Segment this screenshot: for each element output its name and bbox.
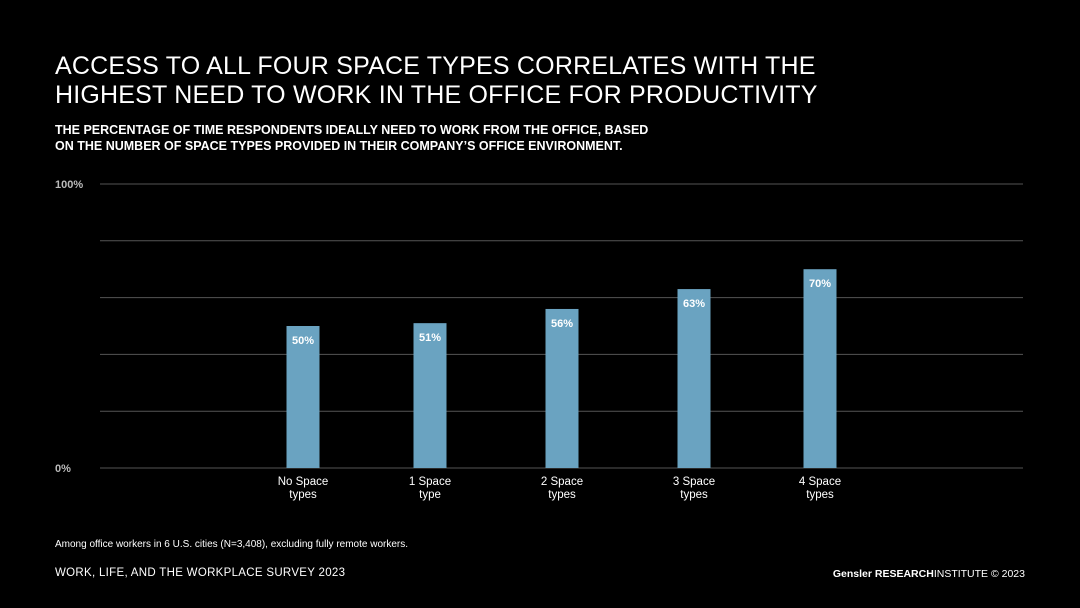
y-tick-label: 100% [55,179,83,191]
bar-value-label: 50% [292,335,314,347]
x-category-label: types [289,489,317,501]
y-tick-label: 0% [55,463,71,475]
x-category-label: types [806,489,834,501]
chart-subtitle-line-2: ON THE NUMBER OF SPACE TYPES PROVIDED IN… [55,139,623,153]
x-category-label: types [548,489,576,501]
chart-subtitle-line-1: THE PERCENTAGE OF TIME RESPONDENTS IDEAL… [55,123,649,137]
footnote: Among office workers in 6 U.S. cities (N… [55,539,409,550]
x-category-label: type [419,489,441,501]
x-category-label: types [680,489,708,501]
bar-value-label: 70% [809,278,831,290]
x-category-label: 3 Space [673,476,715,488]
bar [545,308,579,468]
x-category-label: 2 Space [541,476,583,488]
chart-title-line-1: ACCESS TO ALL FOUR SPACE TYPES CORRELATE… [55,52,816,80]
brand-research: RESEARCH [874,568,934,580]
bar [677,289,711,468]
chart-title: ACCESS TO ALL FOUR SPACE TYPES CORRELATE… [55,52,855,110]
chart-subtitle: THE PERCENTAGE OF TIME RESPONDENTS IDEAL… [55,122,775,154]
survey-title: WORK, LIFE, AND THE WORKPLACE SURVEY 202… [55,567,346,579]
bar-value-label: 51% [419,332,441,344]
bar-value-label: 56% [551,318,573,330]
brand-name: Gensler [832,568,872,580]
x-category-label: 1 Space [409,476,451,488]
bar [286,326,320,468]
chart-title-line-2: HIGHEST NEED TO WORK IN THE OFFICE FOR P… [55,81,818,109]
bar [803,269,837,468]
brand-credit: Gensler RESEARCHINSTITUTE © 2023 [833,568,1025,580]
brand-suffix: INSTITUTE © 2023 [933,568,1025,580]
bar [413,323,447,468]
bar-value-label: 63% [683,298,705,310]
x-category-label: 4 Space [799,476,841,488]
x-category-label: No Space [278,476,329,488]
